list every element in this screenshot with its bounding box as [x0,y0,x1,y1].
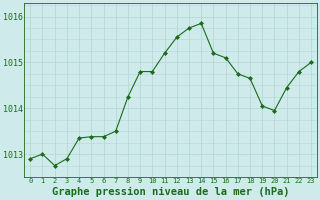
X-axis label: Graphe pression niveau de la mer (hPa): Graphe pression niveau de la mer (hPa) [52,187,290,197]
